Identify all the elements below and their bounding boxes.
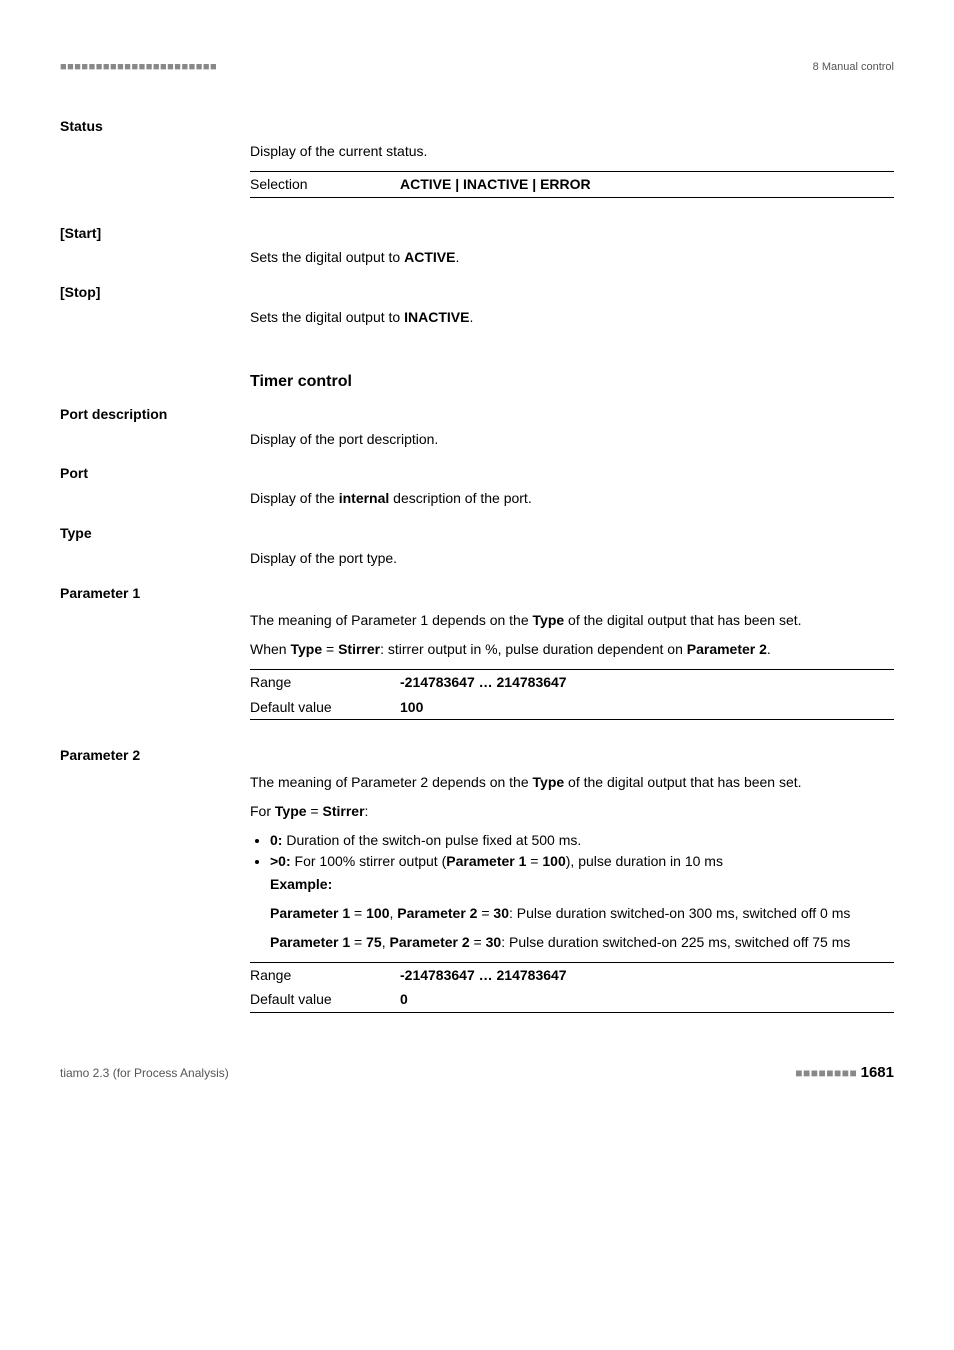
port-desc-bold: internal xyxy=(339,490,390,506)
stop-desc-suffix: . xyxy=(469,309,473,325)
type-desc: Display of the port type. xyxy=(250,549,894,568)
param2-bullet1: 0: Duration of the switch-on pulse fixed… xyxy=(270,831,894,850)
param2-ex2-f: = xyxy=(470,934,486,950)
stop-label: [Stop] xyxy=(60,281,250,302)
param2-bullet2: >0: For 100% stirrer output (Parameter 1… xyxy=(270,852,894,952)
param2-ex2-c: 75 xyxy=(366,934,382,950)
footer-marks: ■■■■■■■■ xyxy=(795,1066,857,1080)
param1-range-box: Range -214783647 … 214783647 xyxy=(250,669,894,695)
param2-para1-b: Type xyxy=(533,774,565,790)
param1-label: Parameter 1 xyxy=(60,582,250,603)
start-desc-bold: ACTIVE xyxy=(404,249,455,265)
param2-ex1-f: = xyxy=(477,905,493,921)
start-desc: Sets the digital output to ACTIVE. xyxy=(250,248,894,267)
page-header: ■■■■■■■■■■■■■■■■■■■■■■ 8 Manual control xyxy=(60,60,894,75)
param2-ex1-a: Parameter 1 xyxy=(270,905,350,921)
param2-ex1-g: 30 xyxy=(493,905,509,921)
footer-left: tiamo 2.3 (for Process Analysis) xyxy=(60,1065,229,1081)
param1-para2: When Type = Stirrer: stirrer output in %… xyxy=(250,640,894,659)
param2-example-label: Example: xyxy=(270,876,332,892)
param2-range-box: Range -214783647 … 214783647 xyxy=(250,962,894,988)
param2-bullets: 0: Duration of the switch-on pulse fixed… xyxy=(250,831,894,951)
param1-para2-c: = xyxy=(322,641,338,657)
status-desc: Display of the current status. xyxy=(250,142,894,161)
param1-para1-a: The meaning of Parameter 1 depends on th… xyxy=(250,612,533,628)
param2-label: Parameter 2 xyxy=(60,744,250,765)
footer-page: 1681 xyxy=(861,1064,894,1081)
param2-ex2-a: Parameter 1 xyxy=(270,934,350,950)
param1-para1-b: Type xyxy=(533,612,565,628)
param2-range-label: Range xyxy=(250,966,400,985)
port-desc-prefix: Display of the xyxy=(250,490,339,506)
param2-bullet1-a: 0: xyxy=(270,832,282,848)
stop-desc-bold: INACTIVE xyxy=(404,309,469,325)
param2-for-e: : xyxy=(365,803,369,819)
param2-ex1-h: : Pulse duration switched-on 300 ms, swi… xyxy=(509,905,850,921)
start-desc-suffix: . xyxy=(455,249,459,265)
param1-para2-a: When xyxy=(250,641,290,657)
header-marks: ■■■■■■■■■■■■■■■■■■■■■■ xyxy=(60,60,217,75)
param2-default-box: Default value 0 xyxy=(250,987,894,1013)
param2-para1-a: The meaning of Parameter 2 depends on th… xyxy=(250,774,533,790)
status-label: Status xyxy=(60,115,250,136)
param2-ex2-b: = xyxy=(350,934,366,950)
start-label: [Start] xyxy=(60,222,250,243)
param2-for: For Type = Stirrer: xyxy=(250,802,894,821)
param1-range-value: -214783647 … 214783647 xyxy=(400,673,894,692)
param2-ex1: Parameter 1 = 100, Parameter 2 = 30: Pul… xyxy=(270,904,894,923)
header-chapter: 8 Manual control xyxy=(813,60,894,75)
param1-para2-d: Stirrer xyxy=(338,641,380,657)
param2-para1: The meaning of Parameter 2 depends on th… xyxy=(250,773,894,792)
param1-default-value: 100 xyxy=(400,698,894,717)
param2-ex1-b: = xyxy=(350,905,366,921)
param1-para2-g: . xyxy=(767,641,771,657)
param2-bullet2-c: Parameter 1 xyxy=(446,853,526,869)
status-selection-value: ACTIVE | INACTIVE | ERROR xyxy=(400,175,894,194)
param2-ex2-h: : Pulse duration switched-on 225 ms, swi… xyxy=(501,934,850,950)
param2-default-label: Default value xyxy=(250,990,400,1009)
param1-para2-e: : stirrer output in %, pulse duration de… xyxy=(380,641,687,657)
param1-para2-f: Parameter 2 xyxy=(687,641,767,657)
param2-ex2-d: , xyxy=(382,934,390,950)
start-desc-prefix: Sets the digital output to xyxy=(250,249,404,265)
port-desc: Display of the internal description of t… xyxy=(250,489,894,508)
port-label: Port xyxy=(60,462,250,483)
port-description-label: Port description xyxy=(60,403,250,424)
status-selection-label: Selection xyxy=(250,175,400,194)
stop-desc-prefix: Sets the digital output to xyxy=(250,309,404,325)
param1-default-label: Default value xyxy=(250,698,400,717)
param2-bullet2-d: = xyxy=(526,853,542,869)
stop-desc: Sets the digital output to INACTIVE. xyxy=(250,308,894,327)
param2-ex2: Parameter 1 = 75, Parameter 2 = 30: Puls… xyxy=(270,933,894,952)
timer-control-heading: Timer control xyxy=(250,371,894,393)
param2-ex2-g: 30 xyxy=(486,934,502,950)
page-footer: tiamo 2.3 (for Process Analysis) ■■■■■■■… xyxy=(60,1063,894,1083)
port-description-desc: Display of the port description. xyxy=(250,430,894,449)
param2-bullet1-b: Duration of the switch-on pulse fixed at… xyxy=(282,832,581,848)
param2-bullet2-a: >0: xyxy=(270,853,291,869)
param1-default-box: Default value 100 xyxy=(250,695,894,721)
param2-for-d: Stirrer xyxy=(323,803,365,819)
type-label: Type xyxy=(60,522,250,543)
param2-bullet2-b: For 100% stirrer output ( xyxy=(291,853,447,869)
param1-para1-c: of the digital output that has been set. xyxy=(564,612,801,628)
param2-range-value: -214783647 … 214783647 xyxy=(400,966,894,985)
param2-ex1-c: 100 xyxy=(366,905,389,921)
param2-bullet2-f: ), pulse duration in 10 ms xyxy=(566,853,723,869)
param1-para2-b: Type xyxy=(290,641,322,657)
param2-ex2-e: Parameter 2 xyxy=(390,934,470,950)
param2-for-c: = xyxy=(307,803,323,819)
param2-default-value: 0 xyxy=(400,990,894,1009)
param2-bullet2-e: 100 xyxy=(542,853,565,869)
param1-para1: The meaning of Parameter 1 depends on th… xyxy=(250,611,894,630)
port-desc-suffix: description of the port. xyxy=(389,490,531,506)
param2-for-a: For xyxy=(250,803,275,819)
param2-ex1-e: Parameter 2 xyxy=(397,905,477,921)
status-selection-row: Selection ACTIVE | INACTIVE | ERROR xyxy=(250,171,894,198)
param2-para1-c: of the digital output that has been set. xyxy=(564,774,801,790)
param1-range-label: Range xyxy=(250,673,400,692)
param2-for-b: Type xyxy=(275,803,307,819)
